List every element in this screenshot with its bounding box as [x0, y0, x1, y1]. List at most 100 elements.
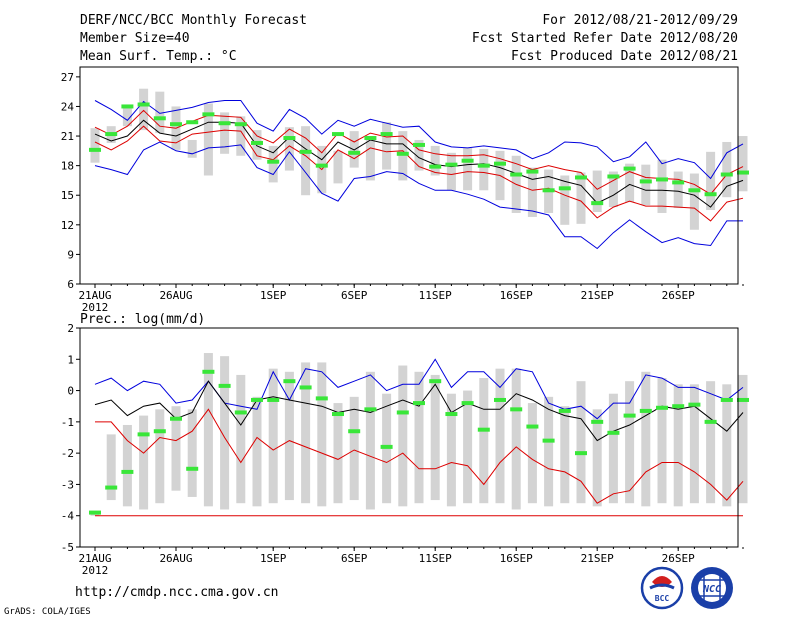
temp-range-box-17 [365, 136, 375, 181]
temp-range-box-7 [203, 103, 213, 176]
temp-obs-mark-22 [445, 162, 458, 167]
temp-obs-mark-28 [542, 188, 555, 193]
precip-range-box-36 [673, 384, 683, 507]
temp-obs-mark-24 [477, 163, 490, 168]
temp-obs-mark-18 [380, 132, 393, 137]
temp-obs-mark-29 [558, 186, 571, 191]
precip-xtick-label-26AUG: 26AUG [159, 552, 192, 565]
precip-range-box-11 [268, 368, 278, 504]
bcc-logo-text: BCC [655, 594, 670, 603]
precip-obs-mark-33 [623, 413, 636, 418]
temp-range-box-21 [430, 145, 440, 176]
temp-xtick-sublabel: 2012 [82, 301, 109, 314]
temp-range-box-23 [463, 147, 473, 191]
precip-range-box-26 [511, 368, 521, 510]
precip-obs-mark-15 [332, 412, 344, 417]
precip-ytick-label-2: 2 [67, 322, 74, 335]
temp-obs-mark-35 [656, 177, 668, 182]
precip-range-box-8 [220, 356, 230, 510]
temp-spread-upper-line [94, 109, 744, 195]
precip-range-box-30 [576, 381, 586, 504]
temp-obs-mark-17 [364, 136, 377, 141]
temp-obs-mark-40 [737, 170, 749, 175]
ncc-logo: NCC [691, 567, 733, 609]
precip-range-box-5 [171, 406, 181, 491]
refer-date-label: Fcst Started Refer Date 2012/08/20 [472, 31, 738, 46]
temp-obs-mark-38 [704, 192, 717, 197]
precip-range-box-40 [738, 374, 748, 504]
precip-obs-mark-22 [445, 412, 458, 417]
precip-obs-mark-36 [672, 404, 685, 409]
temp-range-box-34 [641, 164, 651, 206]
temp-range-box-37 [689, 173, 699, 230]
precip-range-box-10 [252, 396, 262, 507]
source-url[interactable]: http://cmdp.ncc.cma.gov.cn [75, 585, 279, 600]
precip-range-box-17 [365, 371, 375, 510]
temp-obs-mark-5 [170, 122, 182, 127]
temp-range-box-39 [722, 141, 732, 198]
precip-range-box-14 [317, 362, 327, 507]
precip-obs-mark-11 [267, 397, 280, 402]
temperature-observations [89, 102, 749, 206]
precip-obs-mark-9 [234, 410, 247, 415]
precip-range-box-32 [608, 393, 618, 504]
temp-ytick-label-9: 9 [67, 248, 74, 261]
precip-panel-title: Prec.: log(mm/d) [80, 312, 205, 327]
temp-obs-mark-4 [153, 116, 166, 121]
temp-range-box-22 [446, 152, 456, 191]
precip-obs-mark-16 [348, 429, 361, 434]
precip-obs-mark-23 [461, 401, 474, 406]
precip-mean-line [94, 380, 744, 442]
precip-range-box-7 [203, 353, 213, 507]
temp-obs-mark-36 [672, 180, 685, 185]
temp-ytick-label-21: 21 [61, 130, 74, 143]
precip-obs-mark-5 [170, 416, 182, 421]
precip-range-box-6 [187, 409, 197, 497]
temp-obs-mark-15 [332, 132, 344, 137]
precip-xtick-label-21AUG: 21AUG [78, 552, 111, 565]
temp-range-box-9 [236, 116, 246, 156]
temp-obs-mark-8 [218, 121, 231, 126]
temp-range-box-0 [90, 128, 100, 163]
precip-spread-lower-line [95, 408, 744, 504]
temp-xtick-label-16SEP: 16SEP [500, 289, 533, 302]
precip-range-box-19 [398, 365, 408, 507]
temp-range-box-27 [527, 167, 537, 217]
temp-range-box-31 [592, 170, 602, 212]
temp-obs-mark-12 [283, 136, 296, 141]
precip-obs-mark-14 [315, 396, 328, 401]
ncc-globe-icon [699, 573, 725, 603]
precip-obs-mark-10 [251, 397, 263, 402]
temp-range-box-40 [738, 136, 748, 192]
member-size-label: Member Size=40 [80, 31, 190, 46]
temp-range-box-3 [139, 88, 149, 131]
precip-range-box-3 [139, 415, 149, 510]
temp-obs-mark-6 [186, 120, 199, 125]
precip-plot-frame [79, 327, 739, 548]
temp-obs-mark-21 [429, 164, 442, 169]
temp-range-box-12 [284, 127, 294, 171]
temp-range-box-15 [333, 150, 343, 184]
temp-ytick-label-12: 12 [61, 219, 74, 232]
temp-ytick-label-27: 27 [61, 71, 74, 84]
temp-min-line [94, 141, 743, 250]
precip-obs-mark-20 [413, 401, 425, 406]
precip-obs-mark-2 [121, 469, 134, 474]
temp-obs-mark-9 [234, 122, 247, 127]
precip-obs-mark-18 [380, 444, 393, 449]
precip-obs-mark-8 [218, 383, 231, 388]
precip-obs-mark-40 [737, 397, 749, 402]
chart-title: DERF/NCC/BCC Monthly Forecast [80, 13, 307, 28]
precip-range-box-9 [236, 374, 246, 504]
temp-xtick-label-26AUG: 26AUG [159, 289, 192, 302]
ncc-logo-text: NCC [702, 584, 721, 595]
precip-obs-mark-19 [396, 410, 409, 415]
precip-xtick-label-26SEP: 26SEP [662, 552, 695, 565]
precip-xtick-label-1SEP: 1SEP [260, 552, 287, 565]
grads-credit: GrADS: COLA/IGES [4, 607, 91, 617]
precipitation-observations [89, 369, 749, 515]
